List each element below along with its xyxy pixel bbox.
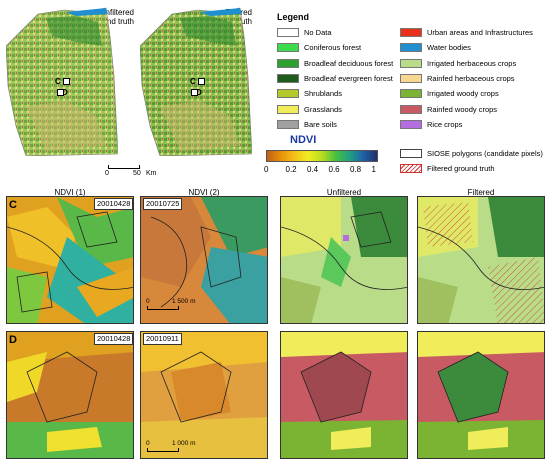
panel-c-ndvi1	[6, 196, 134, 324]
legend-left-item: Broadleaf deciduous forest	[277, 58, 394, 68]
panel-c-unfiltered	[280, 196, 408, 324]
overview-scale-zero: 0	[105, 170, 109, 177]
legend-left-swatch	[277, 104, 299, 114]
legend-right-label: Irrigated herbaceous crops	[427, 58, 517, 68]
legend-left-label: Shrublands	[304, 89, 342, 99]
row-c-letter: C	[9, 199, 17, 211]
legend-left-label: Broadleaf deciduous forest	[304, 58, 394, 68]
legend-right-swatch	[400, 104, 422, 114]
unfiltered-point-c: C	[55, 77, 61, 86]
panel-d-scale-zero: 0	[146, 440, 150, 447]
ndvi-tick-label: 0.4	[307, 165, 319, 174]
legend-left-swatch	[277, 119, 299, 129]
panel-d-date2: 20010911	[143, 333, 182, 345]
legend-left-label: Bare soils	[304, 119, 337, 129]
ndvi-tick-label: 0.8	[350, 165, 362, 174]
siose-swatch	[400, 149, 422, 158]
ndvi-colorbar	[266, 150, 378, 162]
legend-left-swatch	[277, 28, 299, 37]
legend-right-label: Irrigated woody crops	[427, 89, 499, 99]
legend-right-swatch	[400, 89, 422, 99]
legend-left-item: Grasslands	[277, 104, 342, 114]
siose-label: SIOSE polygons (candidate pixels)	[427, 149, 543, 158]
filtered-point-d-marker	[191, 89, 198, 96]
legend-right-swatch	[400, 43, 422, 53]
legend-right-swatch	[400, 73, 422, 83]
panel-d-scale-len: 1 000 m	[172, 440, 196, 447]
legend-right-item: Irrigated herbaceous crops	[400, 58, 517, 68]
overview-scale-unit: Km	[146, 170, 157, 177]
legend-right-label: Water bodies	[427, 43, 471, 53]
overview-scale-fifty: 50	[133, 170, 141, 177]
legend-right-label: Urban areas and Infrastructures	[427, 28, 533, 37]
legend-right-label: Rice crops	[427, 119, 463, 129]
filtered-point-c: C	[190, 77, 196, 86]
unfiltered-point-c-marker	[63, 78, 70, 85]
legend-right-item: Urban areas and Infrastructures	[400, 28, 533, 37]
row-d-letter: D	[9, 334, 17, 346]
ndvi-tick-label: 0.6	[328, 165, 340, 174]
ndvi-tick-label: 1	[371, 165, 376, 174]
legend-left-item: Bare soils	[277, 119, 337, 129]
col-header-ndvi1: NDVI (1)	[54, 188, 86, 197]
legend-right-item: Rice crops	[400, 119, 463, 129]
legend-right-swatch	[400, 119, 422, 129]
filtered-overview-map	[140, 7, 252, 156]
col-header-ndvi2: NDVI (2)	[188, 188, 220, 197]
unfiltered-point-d-marker	[57, 89, 64, 96]
unfiltered-point-d: D	[62, 88, 68, 97]
panel-c-scale-zero: 0	[146, 298, 150, 305]
legend-left-label: Grasslands	[304, 104, 342, 114]
col-header-filtered: Filtered	[467, 188, 495, 197]
panel-d-filtered	[417, 331, 545, 459]
legend-right-label: Rainfed herbaceous crops	[427, 73, 515, 83]
panel-d-ndvi2	[140, 331, 268, 459]
legend-left-item: Broadleaf evergreen forest	[277, 73, 393, 83]
legend-filtered-gt: Filtered ground truth	[400, 164, 495, 173]
panel-c-ndvi2	[140, 196, 268, 324]
panel-c-date2: 20010725	[143, 198, 183, 210]
unfiltered-title: Unfiltered ground truth	[84, 8, 134, 26]
filtered-point-d: D	[196, 88, 202, 97]
panel-d-unfiltered	[280, 331, 408, 459]
unfiltered-overview-map	[6, 7, 118, 156]
legend-left-swatch	[277, 89, 299, 99]
panel-c-scale-len: 1 500 m	[172, 298, 196, 305]
legend-right-swatch	[400, 28, 422, 37]
panel-c-date1: 20010428	[94, 198, 134, 210]
ndvi-tick-label: 0.2	[285, 165, 297, 174]
legend-siose: SIOSE polygons (candidate pixels)	[400, 149, 543, 158]
panel-d-scale-bar	[147, 448, 179, 452]
filtered-gt-swatch	[400, 164, 422, 173]
filtered-gt-label: Filtered ground truth	[427, 164, 495, 173]
legend-left-item: Shrublands	[277, 89, 342, 99]
legend-right-item: Irrigated woody crops	[400, 89, 499, 99]
legend-left-item: No Data	[277, 28, 332, 37]
col-header-unfiltered: Unfiltered	[326, 188, 362, 197]
legend-left-item: Coniferous forest	[277, 43, 362, 53]
overview-scale-bar	[108, 165, 140, 169]
legend-left-swatch	[277, 58, 299, 68]
legend-title: Legend	[277, 12, 310, 22]
legend-right-item: Water bodies	[400, 43, 471, 53]
legend-right-label: Rainfed woody crops	[427, 104, 498, 114]
legend-left-label: Broadleaf evergreen forest	[304, 73, 393, 83]
legend-right-item: Rainfed herbaceous crops	[400, 73, 515, 83]
panel-d-date1: 20010428	[94, 333, 134, 345]
legend-left-label: No Data	[304, 28, 332, 37]
filtered-point-c-marker	[198, 78, 205, 85]
legend-left-swatch	[277, 43, 299, 53]
panel-c-scale-bar	[147, 306, 179, 310]
ndvi-title: NDVI	[290, 134, 317, 146]
legend-left-label: Coniferous forest	[304, 43, 362, 53]
unfiltered-title-text: Unfiltered ground truth	[90, 8, 134, 26]
ndvi-tick-label: 0	[264, 165, 269, 174]
panel-c-filtered	[417, 196, 545, 324]
panel-d-ndvi1	[6, 331, 134, 459]
legend-left-swatch	[277, 73, 299, 83]
legend-right-swatch	[400, 58, 422, 68]
legend-right-item: Rainfed woody crops	[400, 104, 498, 114]
